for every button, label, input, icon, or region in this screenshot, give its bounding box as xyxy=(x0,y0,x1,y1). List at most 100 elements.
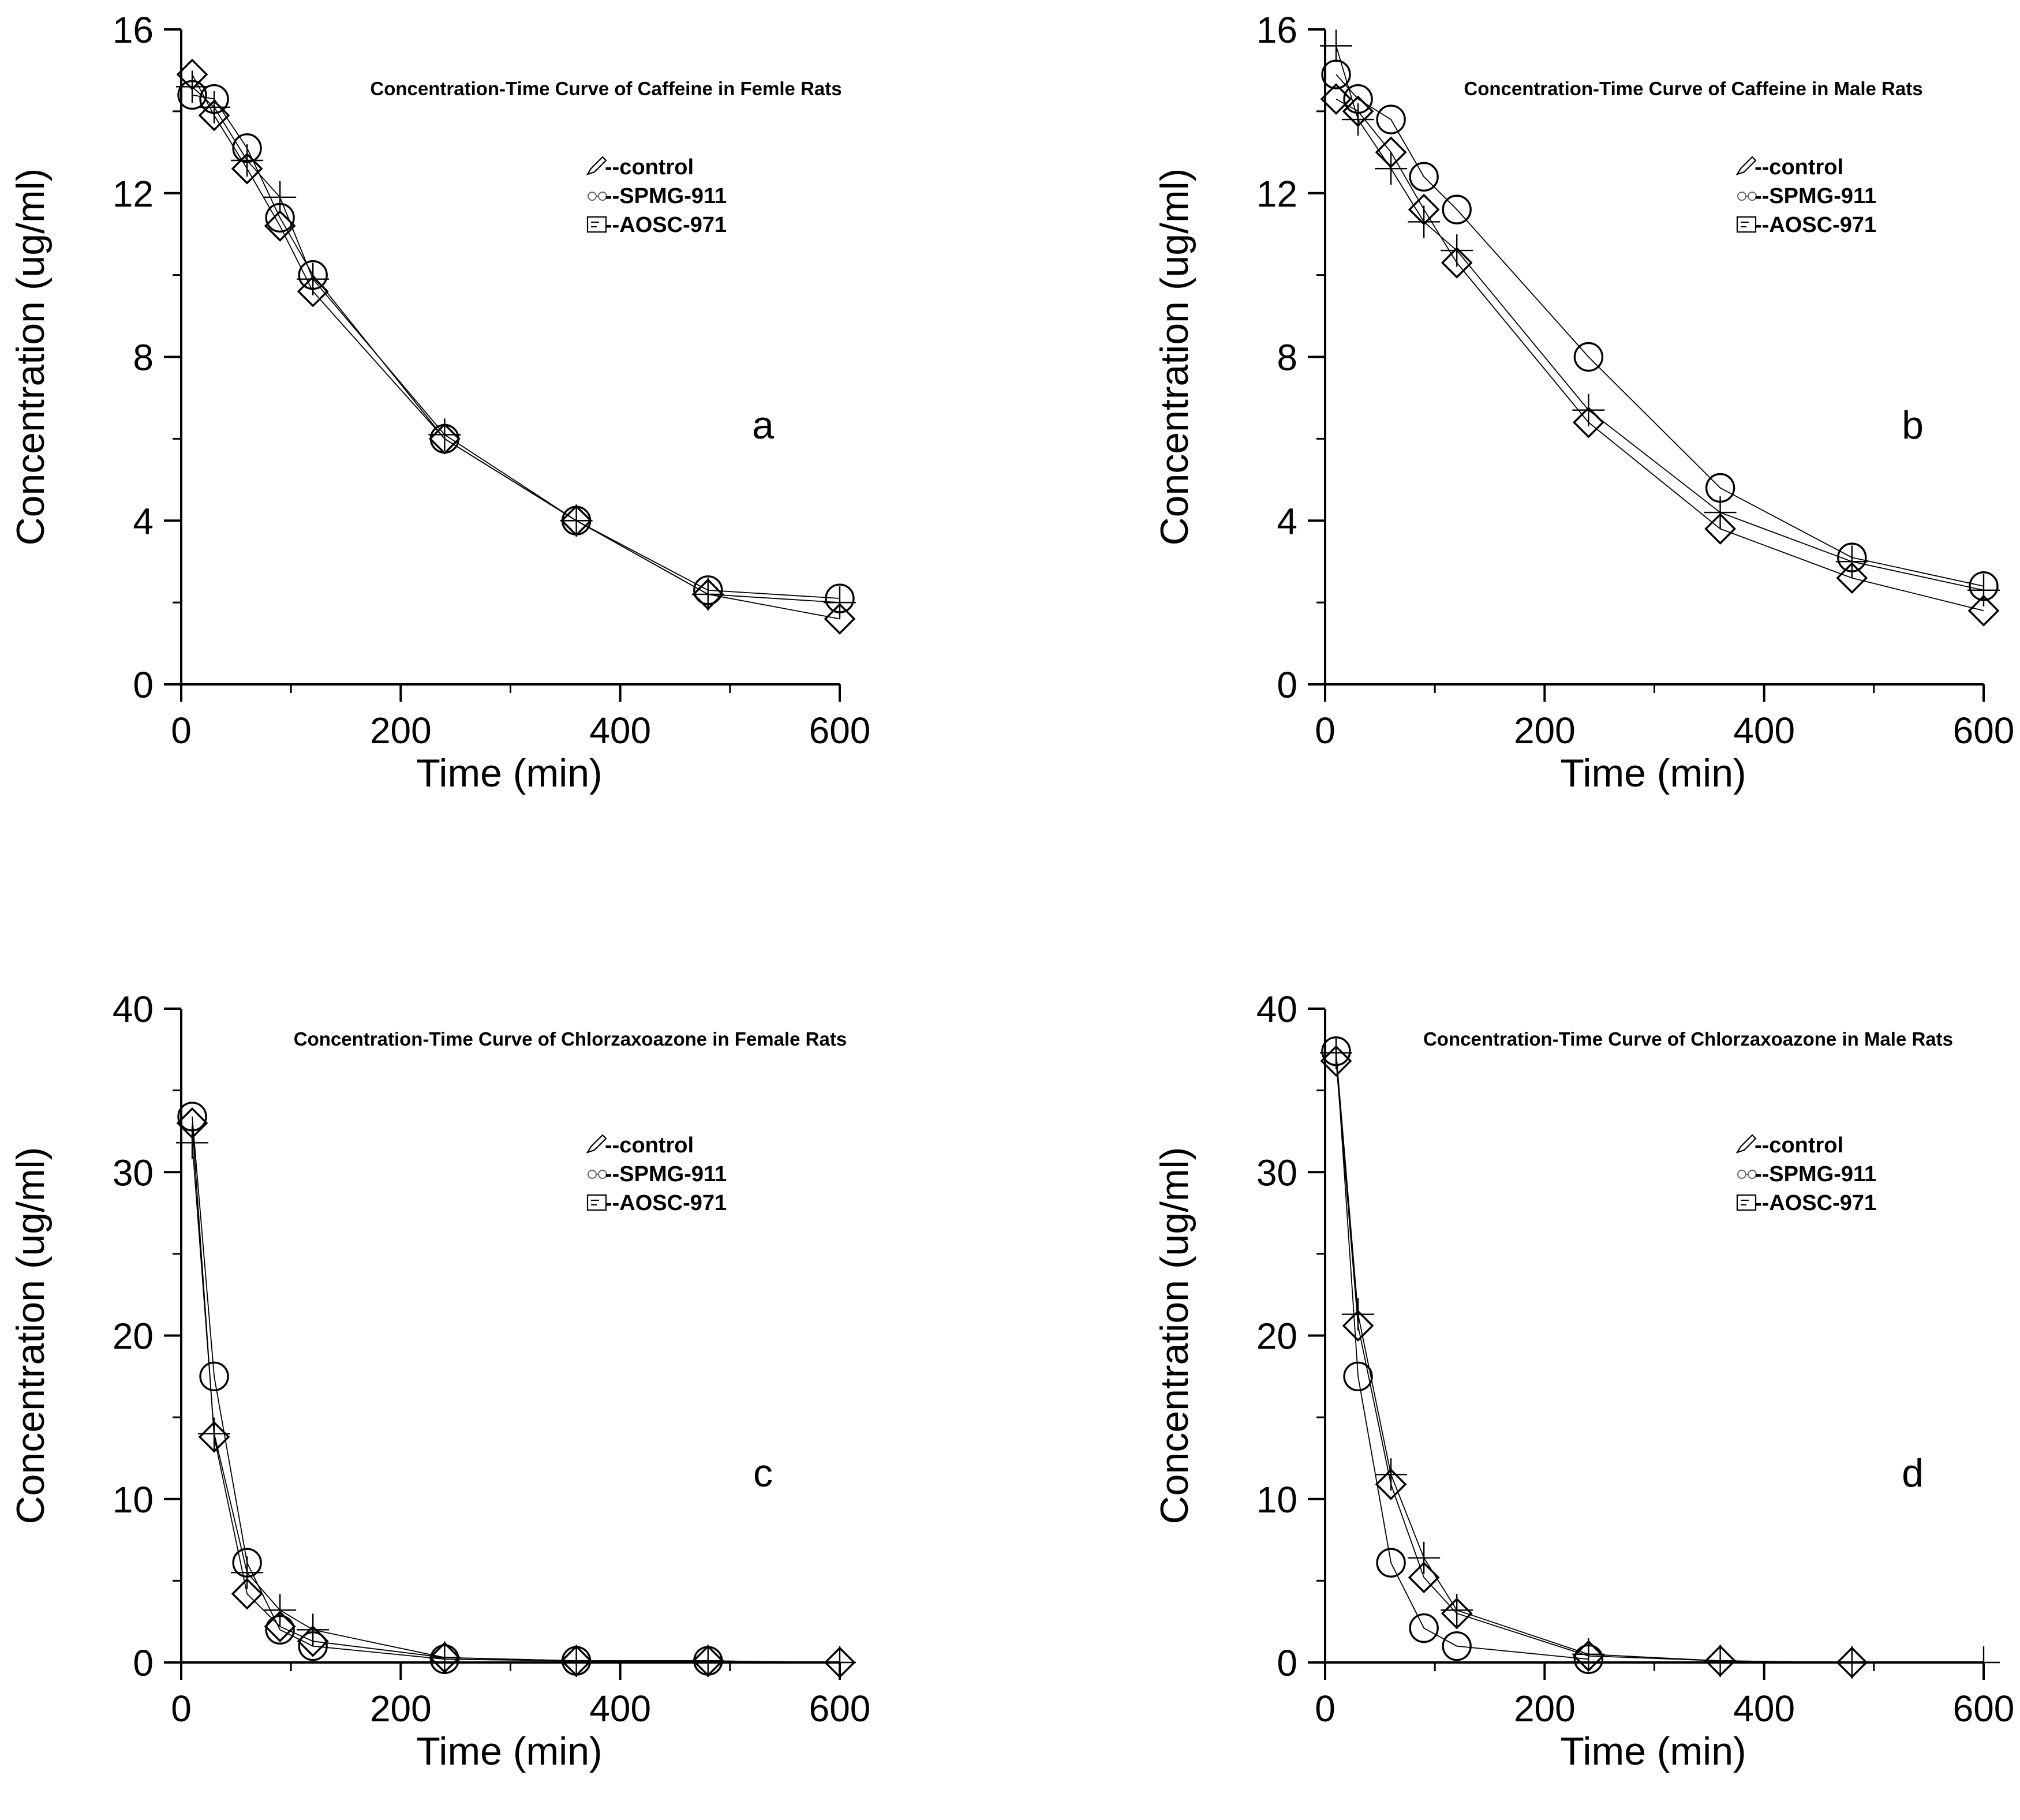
data-point-plus xyxy=(1408,1541,1441,1574)
series-control xyxy=(1321,59,1999,601)
series-line xyxy=(1336,98,1984,612)
data-point-diamond xyxy=(560,504,593,537)
data-point-diamond xyxy=(198,99,230,132)
series-control xyxy=(177,1102,723,1676)
series-line xyxy=(1336,1061,1852,1663)
series-spmg-911 xyxy=(176,70,856,619)
data-point-plus xyxy=(1967,574,2000,606)
glasses-lens-left xyxy=(1737,1170,1746,1179)
x-tick-label: 200 xyxy=(370,1688,432,1729)
data-point-plus xyxy=(1342,103,1375,136)
legend-entry: --control xyxy=(605,1133,694,1158)
x-tick-label: 600 xyxy=(809,1688,871,1729)
chart-title: Concentration-Time Curve of Chlorzaxoazo… xyxy=(294,1028,847,1050)
x-tick-label: 400 xyxy=(589,710,651,751)
legend-entry: --control xyxy=(1755,155,1843,179)
document-frame xyxy=(1736,1194,1757,1211)
data-point-diamond xyxy=(1375,1468,1407,1500)
x-axis-label: Time (min) xyxy=(1560,1729,1746,1773)
data-point-diamond xyxy=(428,422,461,455)
y-tick-label: 40 xyxy=(113,988,154,1030)
data-point-circle xyxy=(1442,1631,1472,1661)
legend-entry: --SPMG-911 xyxy=(605,1162,727,1186)
glasses-icon xyxy=(588,192,607,201)
series-aosc-971 xyxy=(1320,1045,1868,1679)
chart-title: Concentration-Time Curve of Caffeine in … xyxy=(1464,78,1922,99)
legend-entry: --AOSC-971 xyxy=(1755,1191,1876,1215)
data-point-diamond xyxy=(1967,594,2000,627)
data-point-plus xyxy=(1967,1646,2000,1679)
x-axis-label: Time (min) xyxy=(416,751,602,795)
y-axis-label: Concentration (ug/ml) xyxy=(1153,1147,1196,1525)
y-tick-label: 0 xyxy=(1277,1642,1297,1684)
glasses-icon xyxy=(1737,192,1757,201)
x-tick-label: 0 xyxy=(171,1688,192,1729)
data-point-plus xyxy=(1320,29,1353,62)
x-tick-label: 200 xyxy=(1514,710,1576,751)
x-axis-label: Time (min) xyxy=(416,1729,602,1773)
data-point-diamond xyxy=(1836,1646,1868,1679)
chart-panel-b: 0 200 400 600 0 4 8 12 16 Time (min) Concentration… xyxy=(1153,9,2014,795)
x-tick-label: 200 xyxy=(1514,1688,1576,1729)
data-point-plus xyxy=(231,144,264,177)
pencil-icon xyxy=(586,1134,607,1154)
data-point-diamond xyxy=(692,578,724,611)
chart-panel-a: 0 200 400 600 0 4 8 12 16 Time (min) Concentration… xyxy=(9,9,870,795)
y-tick-label: 4 xyxy=(133,500,154,542)
data-point-plus xyxy=(297,1613,330,1646)
glasses-lens-left xyxy=(1737,192,1746,201)
series-line xyxy=(192,94,840,599)
series-line xyxy=(192,1123,840,1663)
document-frame xyxy=(586,216,607,233)
y-tick-label: 0 xyxy=(133,1642,154,1684)
data-point-diamond xyxy=(1408,193,1440,226)
panel-letter: a xyxy=(752,403,774,447)
series-line xyxy=(1336,74,1984,587)
series-control xyxy=(177,80,855,613)
series-aosc-971 xyxy=(1320,83,2000,627)
legend-entry: --SPMG-911 xyxy=(1755,184,1876,208)
x-tick-label: 600 xyxy=(1953,1688,2015,1729)
series-aosc-971 xyxy=(176,58,856,635)
x-tick-label: 600 xyxy=(1953,710,2015,751)
series-spmg-911 xyxy=(176,1126,856,1679)
data-point-circle xyxy=(1573,342,1604,372)
y-axis-label: Concentration (ug/ml) xyxy=(1153,168,1196,546)
legend: --control --SPMG-911 --AOSC-971 xyxy=(586,155,727,237)
data-point-plus xyxy=(1704,496,1737,529)
document-frame xyxy=(1736,216,1757,233)
legend-entry: --control xyxy=(605,155,694,179)
data-point-diamond xyxy=(198,1421,230,1453)
data-point-diamond xyxy=(1836,562,1868,594)
data-point-plus xyxy=(1375,152,1408,185)
data-point-plus xyxy=(264,181,297,214)
legend-entry: --AOSC-971 xyxy=(605,1191,727,1215)
series-line xyxy=(1336,1051,1589,1660)
data-point-diamond xyxy=(1320,1045,1352,1077)
data-point-diamond xyxy=(297,275,329,308)
glasses-icon xyxy=(588,1170,607,1179)
y-tick-label: 4 xyxy=(1277,500,1297,542)
data-point-plus xyxy=(176,1126,209,1159)
data-point-diamond xyxy=(1342,1310,1374,1342)
document-frame xyxy=(586,1194,607,1211)
document-icon xyxy=(586,1194,607,1211)
data-point-diamond xyxy=(264,1611,296,1643)
chart-panel-d: 0 200 400 600 0 10 20 30 40 Time (min) Concentrati… xyxy=(1153,988,2014,1773)
pencil-icon xyxy=(1735,156,1757,175)
legend-entry: --SPMG-911 xyxy=(1755,1162,1876,1186)
series-line xyxy=(1336,46,1984,591)
y-tick-label: 10 xyxy=(113,1479,154,1521)
data-point-plus xyxy=(297,263,330,295)
panel-letter: b xyxy=(1902,403,1924,447)
document-icon xyxy=(1736,1194,1757,1211)
pencil-icon xyxy=(586,156,607,175)
data-point-circle xyxy=(199,1361,229,1392)
legend: --control --SPMG-911 --AOSC-971 xyxy=(586,1133,727,1215)
y-tick-label: 16 xyxy=(113,9,154,51)
data-point-diamond xyxy=(264,210,296,242)
data-point-diamond xyxy=(1441,246,1473,279)
y-tick-label: 30 xyxy=(1256,1152,1297,1193)
document-icon xyxy=(586,216,607,233)
data-point-circle xyxy=(1376,1548,1406,1578)
